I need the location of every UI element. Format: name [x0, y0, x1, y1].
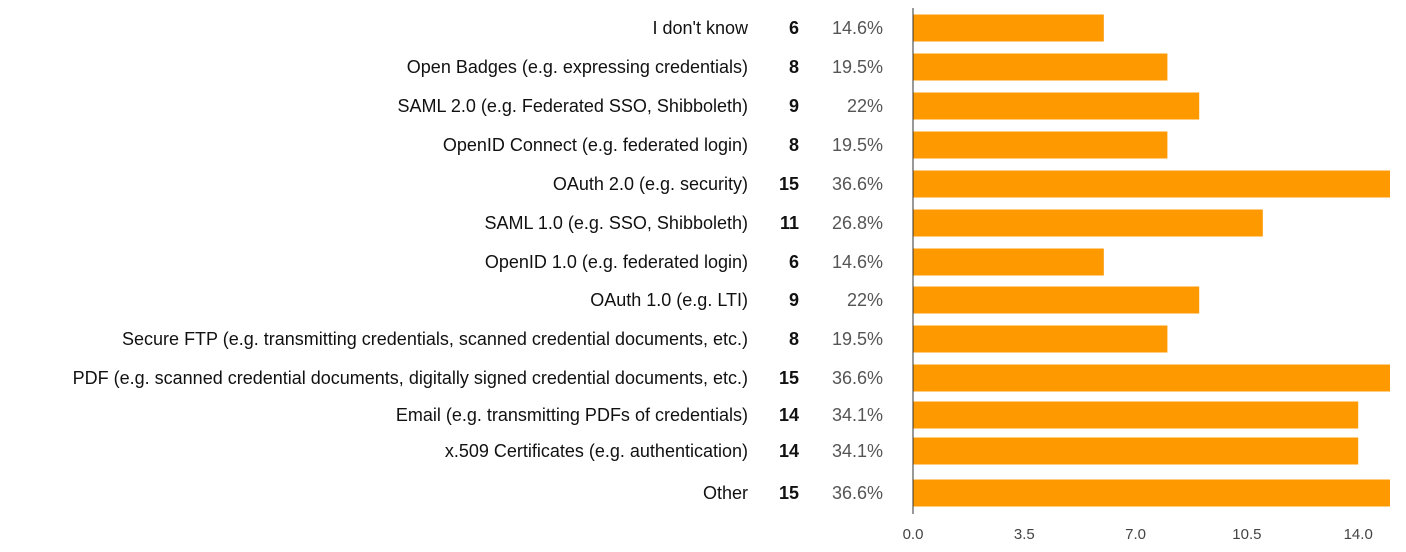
- count-label: 9: [789, 96, 799, 116]
- bars: [913, 14, 1390, 507]
- category-label: PDF (e.g. scanned credential documents, …: [73, 368, 748, 388]
- bar: [913, 131, 1168, 159]
- count-label: 15: [779, 368, 799, 388]
- percent-label: 26.8%: [832, 213, 883, 233]
- category-label: x.509 Certificates (e.g. authentication): [445, 441, 748, 461]
- count-label: 15: [779, 483, 799, 503]
- count-label: 6: [789, 18, 799, 38]
- category-label: I don't know: [653, 18, 749, 38]
- bar: [913, 14, 1104, 42]
- bar: [913, 479, 1390, 507]
- x-axis-ticks: 0.0 3.5 7.0 10.5 14.0: [903, 526, 1373, 543]
- count-label: 8: [789, 57, 799, 77]
- count-label: 14: [779, 405, 799, 425]
- percent-label: 22%: [847, 290, 883, 310]
- count-label: 8: [789, 329, 799, 349]
- x-tick-label: 3.5: [1014, 526, 1035, 543]
- percent-label: 19.5%: [832, 329, 883, 349]
- percent-label: 22%: [847, 96, 883, 116]
- bar: [913, 325, 1168, 353]
- category-label: OAuth 2.0 (e.g. security): [553, 174, 748, 194]
- percent-label: 14.6%: [832, 18, 883, 38]
- percent-label: 36.6%: [832, 368, 883, 388]
- count-label: 14: [779, 441, 799, 461]
- percent-label: 14.6%: [832, 252, 883, 272]
- bar: [913, 92, 1200, 120]
- bar: [913, 401, 1359, 429]
- bar: [913, 437, 1359, 465]
- percent-label: 36.6%: [832, 174, 883, 194]
- x-tick-label: 0.0: [903, 526, 924, 543]
- count-label: 8: [789, 135, 799, 155]
- percent-label: 36.6%: [832, 483, 883, 503]
- bar: [913, 53, 1168, 81]
- bar: [913, 248, 1104, 276]
- bar: [913, 209, 1263, 237]
- category-labels: I don't know 6 14.6% Open Badges (e.g. expr…: [73, 18, 883, 503]
- count-label: 6: [789, 252, 799, 272]
- category-label: OpenID Connect (e.g. federated login): [443, 135, 748, 155]
- category-label: OAuth 1.0 (e.g. LTI): [590, 290, 748, 310]
- percent-label: 19.5%: [832, 135, 883, 155]
- count-label: 9: [789, 290, 799, 310]
- category-label: Open Badges (e.g. expressing credentials…: [407, 57, 748, 77]
- x-tick-label: 7.0: [1125, 526, 1146, 543]
- category-label: Email (e.g. transmitting PDFs of credent…: [396, 405, 748, 425]
- bar: [913, 286, 1200, 314]
- count-label: 11: [780, 213, 799, 233]
- category-label: OpenID 1.0 (e.g. federated login): [485, 252, 748, 272]
- bar: [913, 364, 1390, 392]
- category-label: SAML 1.0 (e.g. SSO, Shibboleth): [485, 213, 748, 233]
- percent-label: 34.1%: [832, 441, 883, 461]
- percent-label: 19.5%: [832, 57, 883, 77]
- category-label: Other: [703, 483, 748, 503]
- x-tick-label: 14.0: [1344, 526, 1373, 543]
- category-label: Secure FTP (e.g. transmitting credential…: [122, 329, 748, 349]
- category-label: SAML 2.0 (e.g. Federated SSO, Shibboleth…: [397, 96, 748, 116]
- percent-label: 34.1%: [832, 405, 883, 425]
- bar: [913, 170, 1390, 198]
- x-tick-label: 10.5: [1232, 526, 1261, 543]
- count-label: 15: [779, 174, 799, 194]
